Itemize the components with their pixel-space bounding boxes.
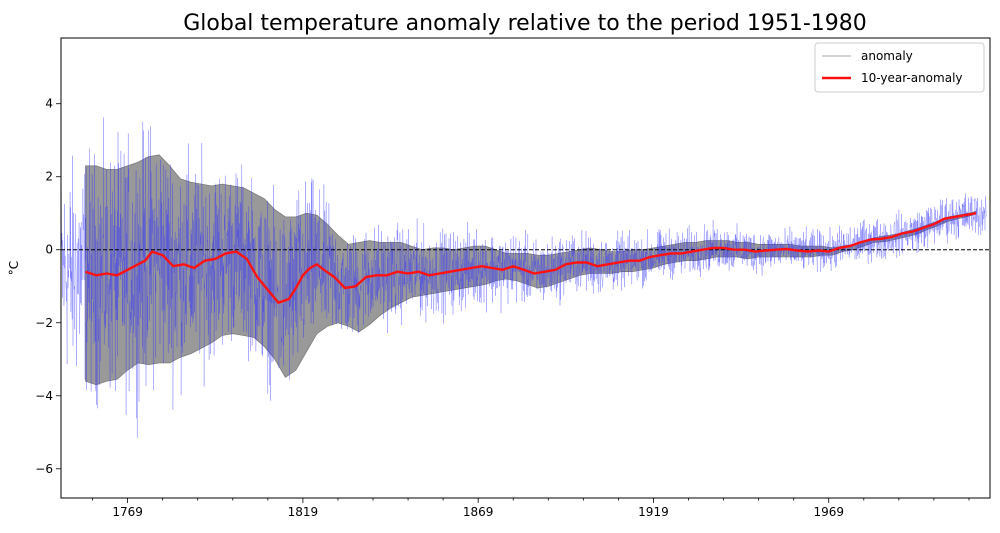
ten-year-anomaly-line xyxy=(85,212,977,304)
x-tick-label: 1969 xyxy=(813,505,844,519)
y-tick-label: 4 xyxy=(45,97,53,111)
legend-ten-year-label: 10-year-anomaly xyxy=(861,71,963,85)
anomaly-line xyxy=(61,117,987,438)
legend-anomaly-label: anomaly xyxy=(861,49,913,63)
chart-title: Global temperature anomaly relative to t… xyxy=(183,11,867,36)
legend: anomaly 10-year-anomaly xyxy=(814,42,985,93)
plot-frame xyxy=(60,37,991,499)
x-tick-label: 1769 xyxy=(112,505,143,519)
x-tick-label: 1919 xyxy=(638,505,669,519)
y-tick-label: −4 xyxy=(35,389,53,403)
x-axis: 1769 1819 1869 1919 1969 xyxy=(92,498,970,519)
plot-area xyxy=(61,117,990,438)
y-tick-label: 2 xyxy=(45,170,53,184)
y-tick-label: −2 xyxy=(35,316,53,330)
legend-box xyxy=(814,42,985,93)
y-axis: −6 −4 −2 0 2 4 xyxy=(35,97,61,476)
x-tick-label: 1869 xyxy=(463,505,494,519)
y-tick-label: −6 xyxy=(35,462,53,476)
y-tick-label: 0 xyxy=(45,243,53,257)
y-axis-label: °C xyxy=(7,261,21,275)
x-tick-label: 1819 xyxy=(288,505,319,519)
anomaly-series-path xyxy=(61,117,987,438)
